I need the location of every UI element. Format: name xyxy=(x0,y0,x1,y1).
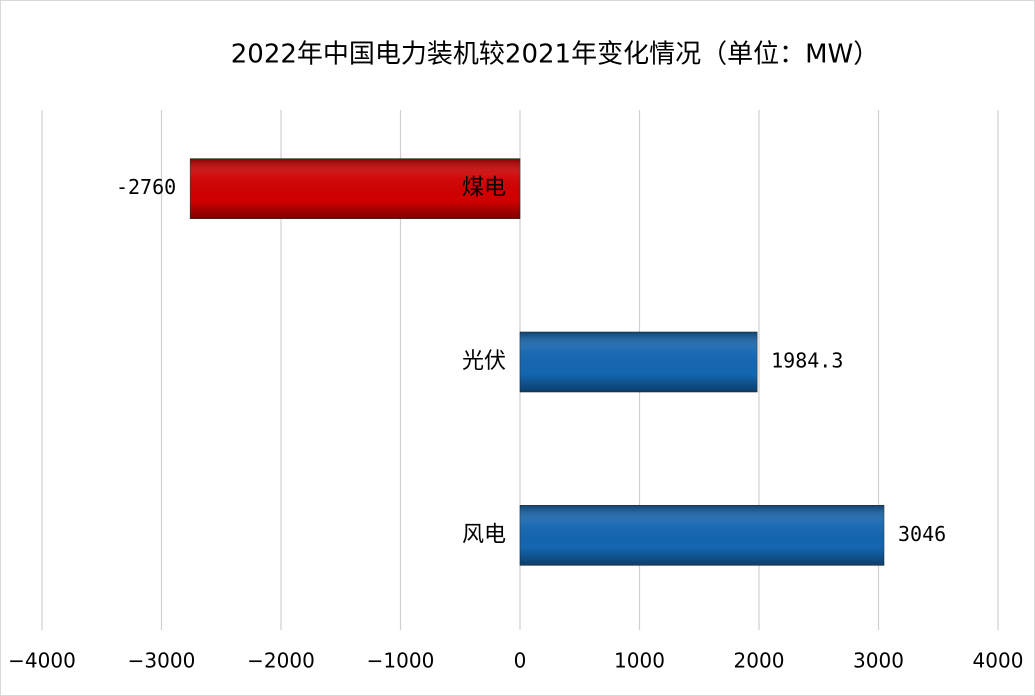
x-tick-label: 3000 xyxy=(853,649,904,673)
value-label: 3046 xyxy=(898,522,946,546)
category-label: 光伏 xyxy=(462,349,506,374)
x-tick-label: 2000 xyxy=(734,649,785,673)
bar-shade xyxy=(190,158,520,219)
x-tick-label: 4000 xyxy=(973,649,1024,673)
x-tick-label: −3000 xyxy=(128,649,196,673)
chart-title: 2022年中国电力装机较2021年变化情况（单位：MW） xyxy=(231,40,879,70)
x-tick-label: −4000 xyxy=(8,649,76,673)
x-tick-label: 0 xyxy=(514,649,527,673)
value-label: 1984.3 xyxy=(771,349,843,373)
bar-shade xyxy=(520,332,758,392)
bar-shade xyxy=(520,505,884,566)
category-label: 煤电 xyxy=(462,176,506,201)
x-tick-label: −2000 xyxy=(247,649,315,673)
category-label: 风电 xyxy=(462,522,506,547)
x-tick-label: −1000 xyxy=(367,649,435,673)
x-tick-label: 1000 xyxy=(614,649,665,673)
value-label: -2760 xyxy=(116,175,176,199)
